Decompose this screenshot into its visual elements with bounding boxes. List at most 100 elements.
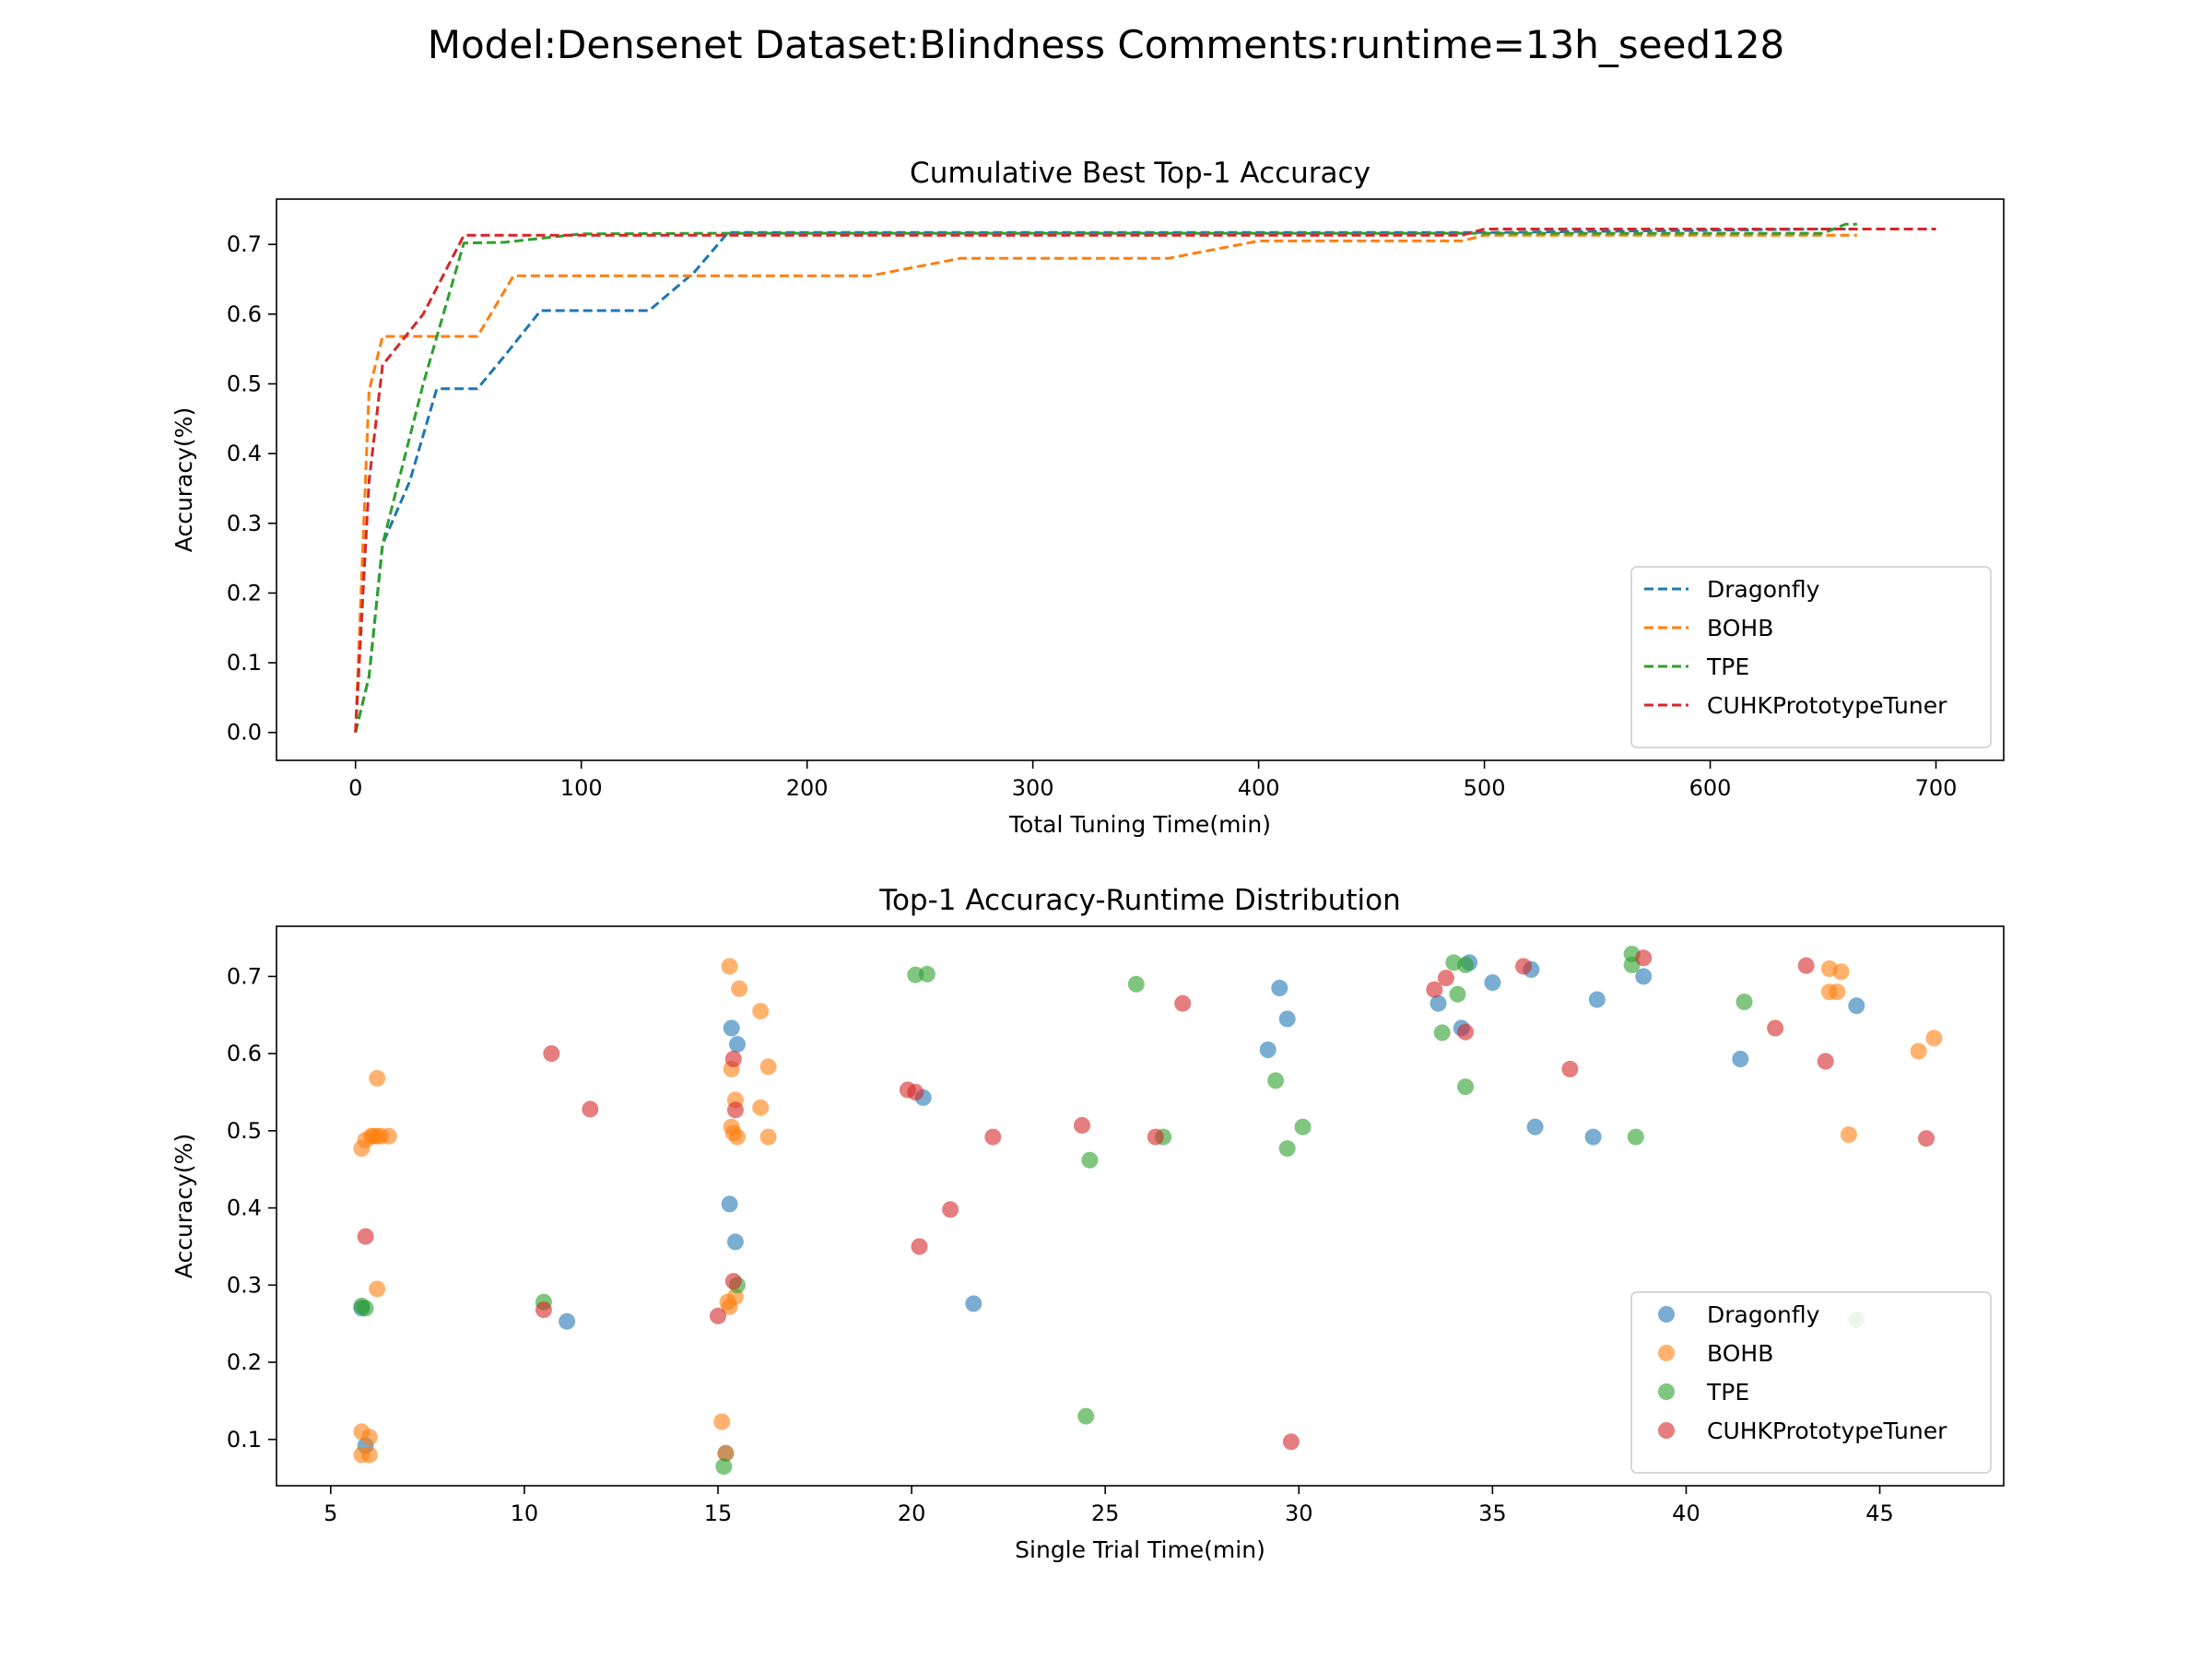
y-tick-label: 0.3	[227, 511, 262, 536]
figure-suptitle: Model:Densenet Dataset:Blindness Comment…	[427, 22, 1785, 67]
scatter-point-tpe	[918, 965, 935, 982]
x-axis-label: Total Tuning Time(min)	[1008, 811, 1271, 838]
scatter-point-bohb	[752, 1003, 770, 1020]
legend-label-tpe: TPE	[1706, 1379, 1749, 1406]
scatter-point-bohb	[1925, 1030, 1943, 1047]
scatter-point-bohb	[1840, 1126, 1857, 1144]
scatter-point-dragonfly	[559, 1312, 576, 1330]
scatter-point-cuhkprototypetuner	[535, 1301, 552, 1319]
x-tick-label: 35	[1478, 1500, 1507, 1526]
scatter-point-cuhkprototypetuner	[1515, 958, 1532, 975]
legend-frame	[1630, 566, 1992, 748]
y-tick-label: 0.1	[227, 1427, 262, 1453]
x-tick-label: 700	[1915, 775, 1958, 801]
legend-label-cuhkprototypetuner: CUHKPrototypeTuner	[1707, 692, 1947, 719]
scatter-point-dragonfly	[1271, 980, 1288, 996]
accuracy-runtime-scatter-chart: Top-1 Accuracy-Runtime Distribution 5 10 15…	[171, 884, 2005, 1563]
scatter-point-bohb	[369, 1069, 386, 1087]
scatter-point-dragonfly	[1259, 1041, 1277, 1058]
scatter-point-cuhkprototypetuner	[1282, 1433, 1300, 1451]
legend-label-tpe: TPE	[1706, 653, 1749, 680]
series-cuhkprototypetuner	[357, 949, 1935, 1451]
series-bohb	[353, 958, 1943, 1464]
scatter-point-tpe	[1081, 1151, 1099, 1169]
x-tick-label: 45	[1865, 1500, 1894, 1526]
legend-label-cuhkprototypetuner: CUHKPrototypeTuner	[1707, 1418, 1947, 1444]
y-tick-label: 0.2	[227, 580, 262, 606]
scatter-point-cuhkprototypetuner	[1074, 1117, 1090, 1134]
scatter-point-cuhkprototypetuner	[1635, 949, 1653, 967]
scatter-point-cuhkprototypetuner	[1817, 1053, 1834, 1070]
scatter-point-bohb	[1910, 1042, 1927, 1060]
scatter-point-bohb	[360, 1446, 378, 1464]
scatter-point-tpe	[1267, 1072, 1285, 1089]
legend-swatch-bohb	[1658, 1345, 1675, 1361]
scatter-point-bohb	[1832, 963, 1850, 981]
scatter-point-dragonfly	[726, 1233, 744, 1251]
series-line-bohb	[354, 233, 1857, 733]
scatter-point-cuhkprototypetuner	[984, 1128, 1002, 1146]
legend: Dragonfly BOHB TPE CUHKPrototypeTuner	[1630, 1291, 1992, 1474]
chart-title: Top-1 Accuracy-Runtime Distribution	[878, 884, 1400, 917]
legend-label-dragonfly: Dragonfly	[1707, 1301, 1820, 1328]
x-tick-label: 600	[1689, 775, 1732, 801]
x-tick-label: 100	[560, 775, 603, 801]
x-tick-label: 200	[786, 775, 829, 801]
y-tick-label: 0.0	[227, 720, 262, 746]
scatter-point-bohb	[721, 958, 738, 975]
scatter-point-bohb	[729, 1128, 746, 1146]
scatter-point-bohb	[369, 1280, 386, 1298]
scatter-point-cuhkprototypetuner	[1918, 1130, 1935, 1147]
scatter-point-cuhkprototypetuner	[543, 1045, 560, 1063]
scatter-point-dragonfly	[1430, 994, 1447, 1012]
scatter-point-cuhkprototypetuner	[907, 1084, 924, 1100]
scatter-point-cuhkprototypetuner	[357, 1228, 374, 1245]
scatter-point-cuhkprototypetuner	[726, 1101, 744, 1119]
series-line-dragonfly	[354, 228, 1857, 734]
scatter-point-tpe	[1278, 1140, 1296, 1158]
plot-area	[354, 222, 1936, 734]
x-tick-label: 15	[704, 1500, 733, 1526]
scatter-point-bohb	[1829, 983, 1846, 1001]
scatter-point-dragonfly	[1588, 991, 1606, 1008]
scatter-point-tpe	[1735, 994, 1753, 1010]
scatter-point-tpe	[1077, 1407, 1095, 1425]
scatter-point-cuhkprototypetuner	[1767, 1019, 1784, 1037]
scatter-point-bohb	[759, 1128, 777, 1146]
scatter-point-tpe	[357, 1300, 374, 1317]
scatter-point-cuhkprototypetuner	[911, 1238, 928, 1255]
y-tick-label: 0.6	[227, 1041, 262, 1066]
cumulative-best-chart: Cumulative Best Top-1 Accuracy 0 100 200 300…	[171, 157, 2005, 838]
scatter-point-bohb	[717, 1444, 735, 1462]
x-tick-label: 5	[324, 1500, 337, 1526]
scatter-point-cuhkprototypetuner	[1561, 1060, 1579, 1077]
y-tick-label: 0.5	[227, 371, 262, 396]
scatter-point-dragonfly	[1635, 968, 1653, 985]
axes-frame	[276, 925, 2005, 1487]
y-tick-label: 0.4	[227, 1195, 262, 1221]
x-tick-label: 25	[1091, 1500, 1120, 1526]
legend-frame	[1630, 1291, 1992, 1474]
scatter-point-cuhkprototypetuner	[724, 1273, 742, 1290]
scatter-point-cuhkprototypetuner	[1457, 1023, 1474, 1041]
scatter-point-dragonfly	[1732, 1051, 1749, 1067]
x-tick-label: 0	[348, 775, 362, 801]
scatter-point-bohb	[752, 1099, 770, 1116]
scatter-point-cuhkprototypetuner	[1174, 994, 1192, 1012]
x-tick-label: 400	[1238, 775, 1280, 801]
scatter-point-cuhkprototypetuner	[1437, 970, 1454, 987]
legend: Dragonfly BOHB TPE CUHKPrototypeTuner	[1630, 566, 1992, 748]
legend-label-dragonfly: Dragonfly	[1707, 576, 1820, 603]
y-tick-label: 0.3	[227, 1272, 262, 1298]
scatter-point-bohb	[360, 1429, 378, 1446]
scatter-point-dragonfly	[1526, 1118, 1544, 1135]
scatter-point-cuhkprototypetuner	[582, 1100, 599, 1118]
scatter-point-cuhkprototypetuner	[1797, 957, 1815, 974]
scatter-point-tpe	[1449, 985, 1466, 1003]
y-tick-label: 0.7	[227, 963, 262, 989]
scatter-point-tpe	[1294, 1118, 1312, 1135]
scatter-point-dragonfly	[1584, 1128, 1602, 1146]
scatter-point-bohb	[759, 1058, 777, 1076]
legend-swatch-cuhkprototypetuner	[1658, 1422, 1675, 1439]
